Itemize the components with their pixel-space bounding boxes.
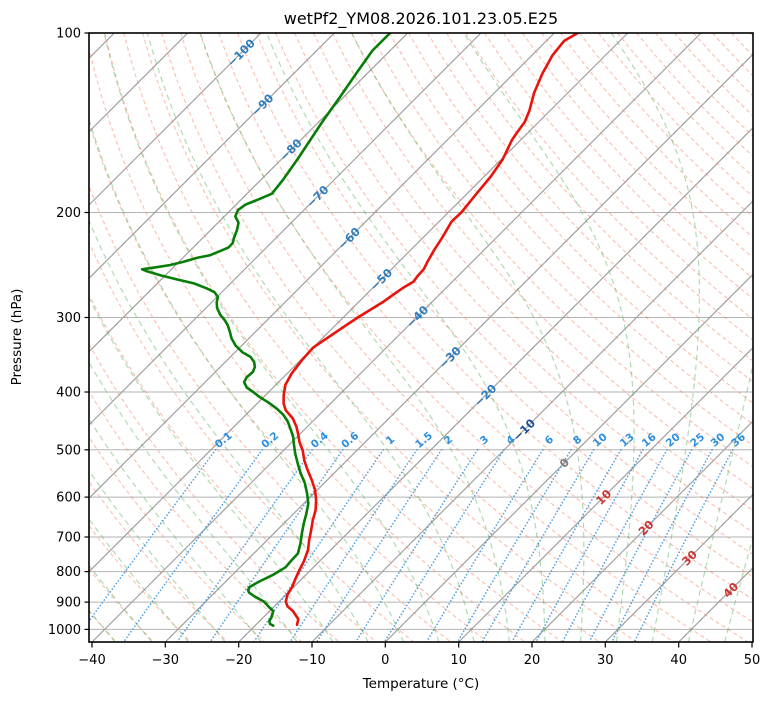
svg-text:0: 0 [381, 653, 389, 668]
svg-text:−40: −40 [78, 653, 105, 668]
svg-text:600: 600 [56, 491, 81, 506]
svg-text:−30: −30 [152, 653, 179, 668]
svg-text:1: 1 [384, 433, 397, 447]
svg-text:30: 30 [597, 653, 614, 668]
svg-text:20: 20 [524, 653, 541, 668]
svg-text:700: 700 [56, 531, 81, 546]
svg-text:0.2: 0.2 [259, 430, 281, 451]
svg-text:500: 500 [56, 443, 81, 458]
temperature-curve [282, 33, 580, 626]
svg-text:3: 3 [478, 433, 491, 447]
svg-text:50: 50 [744, 653, 761, 668]
svg-text:25: 25 [688, 431, 707, 450]
dry-adiabats [89, 33, 753, 642]
svg-text:400: 400 [56, 386, 81, 401]
moist-adiabats [89, 33, 753, 642]
svg-text:100: 100 [56, 27, 81, 42]
svg-text:40: 40 [670, 653, 687, 668]
svg-text:1.5: 1.5 [413, 430, 435, 451]
y-axis: 100 200 300 400 500 600 700 800 900 1000 [48, 27, 89, 638]
svg-text:0.1: 0.1 [213, 430, 235, 451]
dewpoint-curve [140, 33, 392, 627]
chart-title: wetPf2_YM08.2026.101.23.05.E25 [283, 9, 559, 28]
x-axis-title: Temperature (°C) [362, 676, 480, 692]
svg-text:300: 300 [56, 311, 81, 326]
svg-text:800: 800 [56, 565, 81, 580]
svg-text:0.4: 0.4 [309, 430, 331, 451]
svg-text:900: 900 [56, 596, 81, 611]
svg-text:0.6: 0.6 [339, 430, 361, 451]
isotherm-gridlines [89, 33, 753, 642]
svg-text:200: 200 [56, 206, 81, 221]
svg-text:36: 36 [729, 431, 748, 450]
svg-text:1000: 1000 [48, 623, 81, 638]
svg-text:10: 10 [450, 653, 467, 668]
plot-frame [88, 32, 754, 643]
isobar-gridlines [89, 212, 753, 630]
svg-text:16: 16 [640, 431, 659, 450]
x-axis: −40 −30 −20 −10 0 10 20 30 40 50 [78, 642, 760, 668]
svg-text:−20: −20 [225, 653, 252, 668]
svg-text:−10: −10 [298, 653, 325, 668]
svg-text:6: 6 [543, 433, 556, 447]
